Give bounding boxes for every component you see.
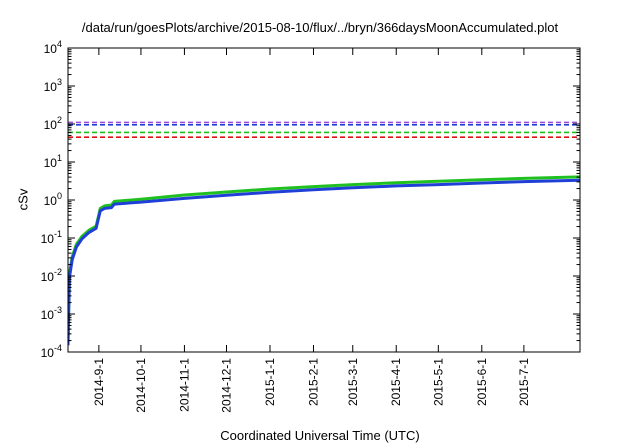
x-tick-label: 2015-5-1 — [431, 358, 445, 406]
chart-title: /data/run/goesPlots/archive/2015-08-10/f… — [81, 20, 559, 35]
y-tick-label: 101 — [44, 153, 62, 170]
y-tick-label: 10-1 — [41, 229, 62, 246]
y-tick-label: 10-4 — [41, 343, 62, 360]
x-axis-label: Coordinated Universal Time (UTC) — [220, 428, 420, 443]
y-tick-label: 102 — [44, 115, 62, 132]
y-tick-label: 10-2 — [41, 267, 62, 284]
y-tick-label: 100 — [44, 191, 62, 208]
x-tick-label: 2014-10-1 — [134, 358, 148, 413]
x-tick-label: 2014-12-1 — [220, 358, 234, 413]
data-series-line-1 — [68, 178, 580, 346]
x-tick-label: 2015-1-1 — [263, 358, 277, 406]
y-tick-label: 103 — [44, 77, 62, 94]
y-tick-label: 104 — [44, 39, 62, 56]
y-tick-label: 10-3 — [41, 305, 62, 322]
x-tick-label: 2015-4-1 — [389, 358, 403, 406]
x-tick-label: 2015-2-1 — [306, 358, 320, 406]
x-tick-label: 2015-6-1 — [475, 358, 489, 406]
x-tick-label: 2015-7-1 — [517, 358, 531, 406]
x-tick-label: 2015-3-1 — [346, 358, 360, 406]
x-tick-label: 2014-11-1 — [177, 358, 191, 412]
x-tick-label: 2014-9-1 — [92, 358, 106, 406]
